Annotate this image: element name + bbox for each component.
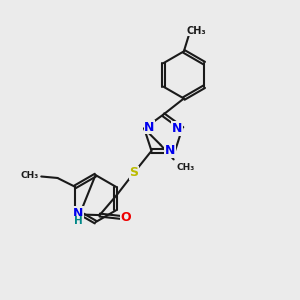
Text: CH₃: CH₃ — [20, 170, 38, 179]
Text: N: N — [172, 122, 182, 135]
Text: H: H — [74, 216, 83, 226]
Text: N: N — [144, 121, 155, 134]
Text: O: O — [121, 211, 131, 224]
Text: N: N — [73, 207, 84, 220]
Text: CH₃: CH₃ — [177, 163, 195, 172]
Text: N: N — [164, 144, 175, 158]
Text: CH₃: CH₃ — [186, 26, 206, 36]
Text: S: S — [129, 167, 138, 179]
